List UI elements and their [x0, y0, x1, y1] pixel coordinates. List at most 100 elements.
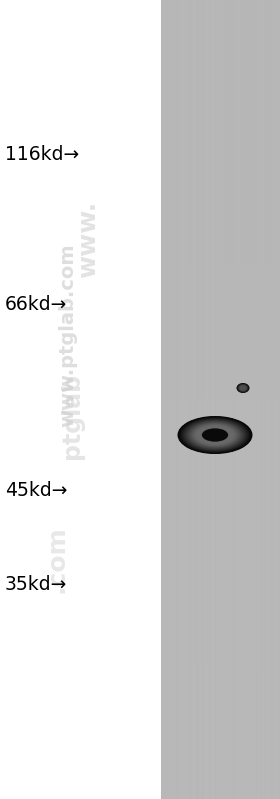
Ellipse shape — [238, 384, 248, 392]
Bar — [183, 0, 184, 799]
Bar — [269, 0, 270, 799]
Bar — [276, 0, 277, 799]
Ellipse shape — [240, 386, 246, 390]
Ellipse shape — [238, 384, 248, 392]
Ellipse shape — [191, 423, 239, 447]
Bar — [243, 0, 244, 799]
Bar — [215, 0, 216, 799]
Bar — [250, 0, 251, 799]
Bar — [161, 0, 280, 133]
Bar — [254, 0, 255, 799]
Ellipse shape — [239, 384, 247, 392]
Bar — [252, 0, 253, 799]
Bar — [258, 0, 260, 799]
Bar — [196, 0, 197, 799]
Bar — [217, 0, 218, 799]
Bar — [235, 0, 236, 799]
Text: www.: www. — [76, 201, 101, 278]
Bar — [0, 0, 161, 799]
Text: www.ptglab.com: www.ptglab.com — [58, 244, 77, 427]
Bar — [170, 0, 171, 799]
Ellipse shape — [202, 428, 228, 442]
Ellipse shape — [185, 419, 245, 451]
Ellipse shape — [183, 419, 247, 451]
Ellipse shape — [194, 424, 236, 446]
Bar — [193, 0, 195, 799]
Bar — [178, 0, 179, 799]
Bar — [221, 0, 223, 799]
Bar — [209, 0, 210, 799]
Bar — [213, 0, 214, 799]
Bar — [220, 0, 221, 799]
Bar — [161, 533, 280, 666]
Bar — [260, 0, 262, 799]
Ellipse shape — [197, 426, 233, 444]
Ellipse shape — [240, 385, 246, 391]
Bar — [230, 0, 232, 799]
Ellipse shape — [178, 416, 253, 454]
Ellipse shape — [189, 422, 241, 448]
Bar — [165, 0, 167, 799]
Bar — [161, 666, 280, 799]
Bar — [172, 0, 173, 799]
Bar — [239, 0, 240, 799]
Ellipse shape — [180, 417, 250, 452]
Bar — [228, 0, 229, 799]
Ellipse shape — [188, 421, 242, 448]
Bar — [202, 0, 203, 799]
Bar — [211, 0, 212, 799]
Ellipse shape — [190, 422, 241, 448]
Ellipse shape — [237, 384, 249, 392]
Bar — [206, 0, 208, 799]
Ellipse shape — [193, 424, 237, 446]
Ellipse shape — [237, 384, 248, 392]
Text: 66kd→: 66kd→ — [5, 296, 67, 315]
Bar — [181, 0, 182, 799]
Text: 35kd→: 35kd→ — [5, 575, 67, 594]
Bar — [163, 0, 164, 799]
Text: 45kd→: 45kd→ — [5, 480, 67, 499]
Bar — [161, 133, 280, 266]
Ellipse shape — [181, 418, 249, 452]
Ellipse shape — [183, 419, 248, 451]
Ellipse shape — [195, 424, 235, 445]
Bar — [271, 0, 272, 799]
Bar — [241, 0, 242, 799]
Bar — [256, 0, 257, 799]
Bar — [204, 0, 206, 799]
Bar — [174, 0, 175, 799]
Text: 116kd→: 116kd→ — [5, 145, 79, 165]
Ellipse shape — [185, 420, 245, 450]
Text: ptglab: ptglab — [60, 372, 85, 459]
Bar — [265, 0, 266, 799]
Ellipse shape — [196, 425, 234, 444]
Ellipse shape — [239, 385, 247, 391]
Ellipse shape — [182, 418, 248, 452]
Ellipse shape — [187, 421, 242, 449]
Bar — [263, 0, 264, 799]
Bar — [278, 0, 279, 799]
Bar — [191, 0, 192, 799]
Text: .com: .com — [44, 526, 68, 593]
Bar — [245, 0, 247, 799]
Bar — [161, 400, 280, 533]
Bar — [237, 0, 238, 799]
Ellipse shape — [195, 425, 235, 445]
Ellipse shape — [179, 417, 251, 453]
Bar — [226, 0, 227, 799]
Bar — [248, 0, 249, 799]
Ellipse shape — [186, 420, 244, 450]
Bar — [185, 0, 186, 799]
Ellipse shape — [237, 383, 249, 393]
Bar — [232, 0, 234, 799]
Bar — [161, 0, 280, 799]
Bar — [189, 0, 190, 799]
Ellipse shape — [192, 423, 237, 447]
Bar — [224, 0, 225, 799]
Bar — [161, 0, 162, 799]
Bar — [200, 0, 201, 799]
Bar — [198, 0, 199, 799]
Ellipse shape — [190, 423, 240, 447]
Bar — [161, 266, 280, 400]
Bar — [167, 0, 169, 799]
